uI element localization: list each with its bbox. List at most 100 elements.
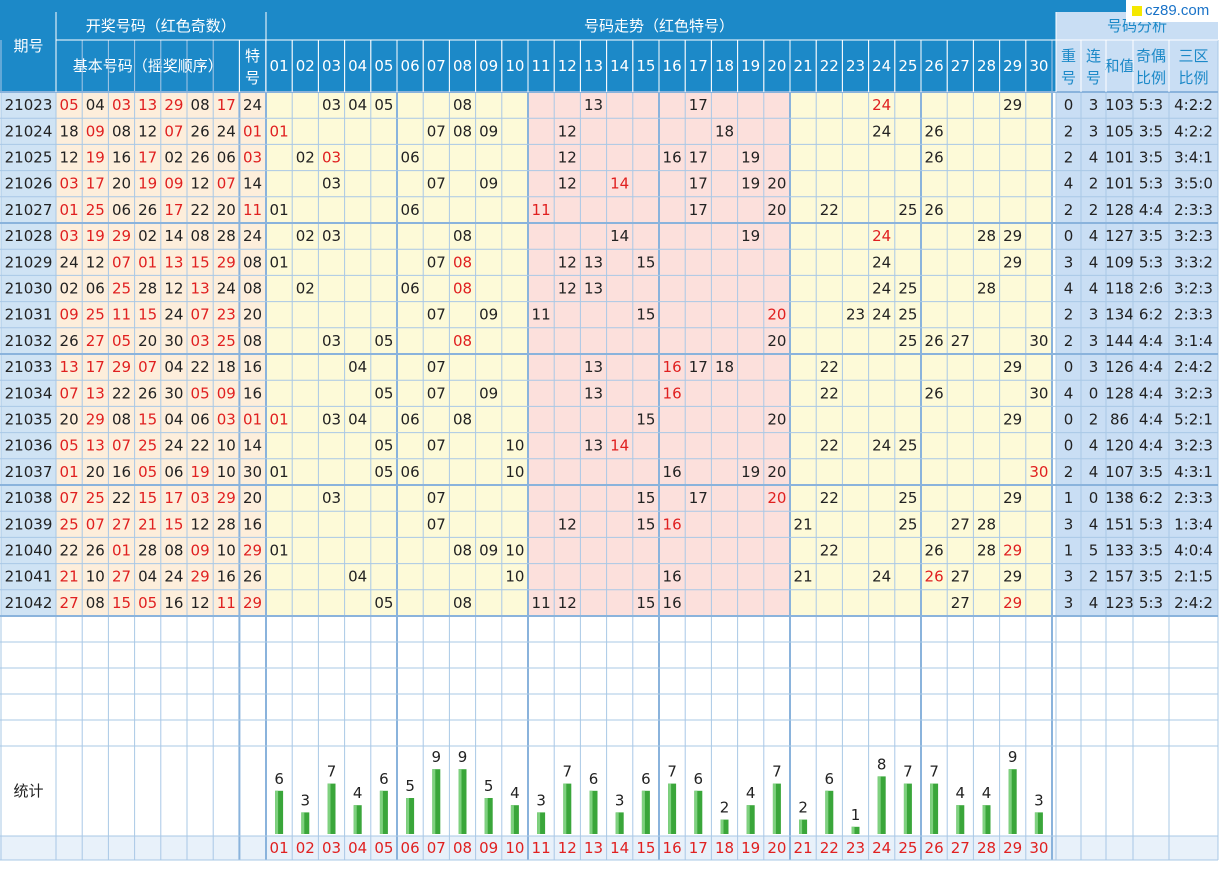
basic-cell (108, 432, 135, 459)
special-cell (239, 380, 266, 407)
trend-cell (790, 354, 817, 381)
basic-cell (187, 118, 214, 145)
analysis-cell (1169, 144, 1218, 171)
footer-number: 30 (1029, 839, 1048, 857)
analysis-cell (1169, 223, 1218, 250)
special-number: 26 (243, 568, 262, 586)
trend-cell (606, 144, 633, 171)
basic-cell (160, 118, 187, 145)
trend-cell (868, 458, 895, 485)
analysis-cell (1081, 249, 1106, 276)
basic-number: 01 (112, 542, 131, 560)
stat-bar (746, 805, 755, 834)
special-cell (239, 301, 266, 328)
period-cell (1, 485, 56, 512)
basic-cell (134, 458, 161, 485)
analysis-cell (1106, 301, 1133, 328)
zone-value: 3:2:3 (1174, 227, 1213, 245)
stat-bar-highlight (484, 798, 488, 834)
basic-cell (213, 223, 240, 250)
trend-number: 20 (767, 411, 786, 429)
trend-number: 16 (663, 463, 682, 481)
trend-cell (344, 354, 371, 381)
stat-count: 2 (720, 799, 730, 817)
trend-number: 07 (427, 384, 446, 402)
sum-value: 128 (1105, 201, 1134, 219)
basic-cell (187, 511, 214, 538)
stat-count: 9 (1008, 748, 1018, 766)
trend-cell (318, 589, 345, 616)
trend-cell (1025, 223, 1052, 250)
trend-cell (266, 458, 293, 485)
analysis-cell (1106, 327, 1133, 354)
trend-cell (370, 432, 397, 459)
trend-cell (606, 92, 633, 119)
trend-number: 07 (427, 489, 446, 507)
basic-cell (56, 301, 83, 328)
stat-count: 3 (1034, 791, 1044, 809)
basic-number: 23 (217, 306, 236, 324)
trend-cell (318, 327, 345, 354)
trend-cell (292, 249, 319, 276)
trend-cell (894, 249, 921, 276)
trend-number: 21 (794, 515, 813, 533)
basic-number: 26 (191, 149, 210, 167)
period-cell (1, 458, 56, 485)
trend-cell (842, 92, 869, 119)
trend-cell (449, 118, 476, 145)
special-cell (239, 327, 266, 354)
special-number: 11 (243, 201, 262, 219)
trend-cell (868, 275, 895, 302)
trend-cell (397, 511, 424, 538)
trend-cell (501, 458, 528, 485)
basic-cell (213, 537, 240, 564)
analysis-cell (1106, 432, 1133, 459)
trend-cell (475, 380, 502, 407)
trend-column-header: 24 (872, 57, 891, 75)
repeat-value: 0 (1064, 411, 1074, 429)
trend-cell (606, 275, 633, 302)
period-cell (1, 223, 56, 250)
footer-number: 24 (872, 839, 891, 857)
trend-cell (528, 275, 555, 302)
trend-number: 28 (977, 280, 996, 298)
trend-cell (842, 118, 869, 145)
trend-cell (790, 485, 817, 512)
trend-cell (580, 354, 607, 381)
trend-cell (973, 354, 1000, 381)
footer-number: 27 (951, 839, 970, 857)
special-cell (239, 196, 266, 223)
special-cell (239, 144, 266, 171)
sum-value: 103 (1105, 96, 1134, 114)
trend-cell (632, 406, 659, 433)
odd-even-value: 5:3 (1139, 594, 1163, 612)
stat-bar (379, 790, 388, 834)
analysis-cell (1169, 511, 1218, 538)
trend-cell (816, 327, 843, 354)
basic-cell (213, 92, 240, 119)
analysis-cell (1169, 249, 1218, 276)
basic-cell (108, 249, 135, 276)
stat-bar (327, 783, 336, 834)
trend-cell (1025, 275, 1052, 302)
trend-cell (711, 144, 738, 171)
period-cell (1, 327, 56, 354)
trend-cell (685, 92, 712, 119)
trend-cell (528, 354, 555, 381)
trend-cell (554, 354, 581, 381)
site-watermark[interactable]: cz89.com (1126, 0, 1226, 22)
trend-cell (344, 275, 371, 302)
analysis-cell (1056, 511, 1081, 538)
trend-cell (790, 249, 817, 276)
trend-column-header: 23 (846, 57, 865, 75)
trend-number: 14 (610, 175, 629, 193)
trend-number: 27 (951, 332, 970, 350)
trend-cell (1025, 589, 1052, 616)
trend-number: 16 (663, 594, 682, 612)
basic-number: 03 (191, 332, 210, 350)
analysis-cell (1106, 563, 1133, 590)
trend-number: 07 (427, 358, 446, 376)
trend-number: 22 (820, 437, 839, 455)
special-cell (239, 354, 266, 381)
analysis-cell (1106, 589, 1133, 616)
